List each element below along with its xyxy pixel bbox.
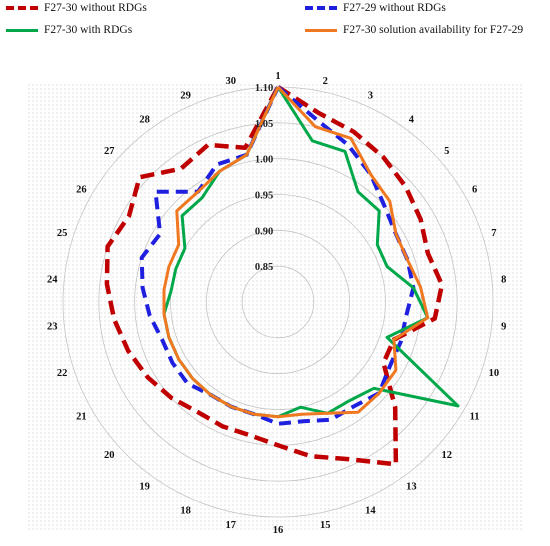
tick-label: 1.05: [255, 119, 273, 130]
tick-label: 0.85: [255, 262, 273, 273]
category-label: 26: [76, 185, 87, 196]
category-label: 29: [180, 91, 191, 102]
category-label: 20: [104, 450, 115, 461]
grid-circle: [205, 229, 351, 375]
legend-label: F27-30 solution availability for F27-29: [343, 24, 524, 36]
legend-swatch: [6, 28, 38, 32]
category-label: 12: [441, 450, 452, 461]
tick-label: 0.90: [255, 226, 273, 237]
legend-swatch: [305, 28, 337, 32]
category-label: 24: [47, 274, 58, 285]
category-label: 21: [76, 412, 87, 423]
series-line-3: [162, 85, 430, 419]
category-label: 27: [104, 146, 115, 157]
legend-item-0: F27-30 without RDGs: [6, 2, 147, 14]
radar-grid: [62, 86, 494, 518]
category-label: 8: [501, 274, 506, 285]
category-labels: 1 234567891011121314151617181920212223242…: [47, 71, 506, 536]
legend-item-3: F27-30 solution availability for F27-29: [305, 24, 523, 36]
category-label: 7: [491, 228, 496, 239]
category-label: 4: [409, 114, 415, 125]
grid-circle: [241, 265, 315, 339]
series-line-0: [104, 85, 445, 467]
legend-item-1: F27-29 without RDGs: [305, 2, 446, 14]
category-label: 30: [226, 76, 237, 87]
category-label: 28: [139, 114, 150, 125]
category-label: 1: [275, 71, 280, 82]
category-label: 22: [57, 368, 68, 379]
radial-tick-labels: 0.85 0.90 0.95 1.00 1.05 1.10: [255, 83, 273, 273]
category-label: 6: [472, 185, 477, 196]
category-label: 23: [47, 322, 58, 333]
legend-swatch: [305, 6, 337, 10]
category-label: 13: [406, 482, 417, 493]
legend-label: F27-30 with RDGs: [44, 24, 133, 36]
series-layer: [104, 85, 460, 467]
category-label: 10: [489, 368, 500, 379]
tick-label: 0.95: [255, 191, 273, 202]
legend-label: F27-30 without RDGs: [44, 2, 147, 14]
legend-label: F27-29 without RDGs: [343, 2, 446, 14]
category-label: 9: [501, 322, 506, 333]
grid-circle: [98, 122, 458, 482]
grid-circle: [170, 194, 386, 410]
category-label: 14: [365, 505, 376, 516]
category-label: 11: [470, 412, 480, 423]
category-label: 17: [226, 520, 237, 531]
tick-label: 1.00: [255, 155, 273, 166]
category-label: 3: [368, 91, 373, 102]
category-label: 2: [323, 76, 328, 87]
category-label: 19: [139, 482, 150, 493]
category-label: 18: [180, 505, 191, 516]
legend-swatch: [6, 6, 38, 10]
tick-label: 1.10: [255, 83, 273, 94]
category-label: 25: [57, 228, 68, 239]
legend-item-2: F27-30 with RDGs: [6, 24, 132, 36]
category-label: 15: [320, 520, 331, 531]
category-label: 5: [444, 146, 449, 157]
category-label: 16: [273, 525, 284, 536]
